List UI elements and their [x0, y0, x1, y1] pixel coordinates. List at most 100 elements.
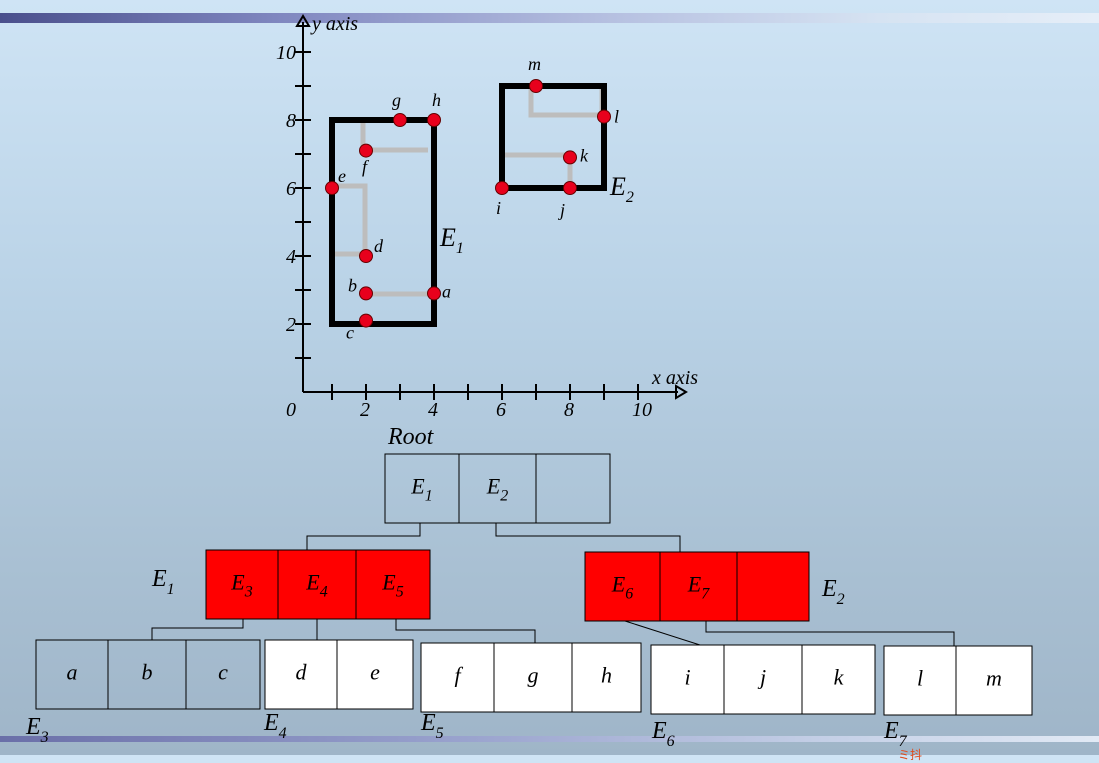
leaf-node-e5: f g h [420, 642, 642, 713]
node-entry: b [142, 660, 153, 685]
point-g [393, 113, 407, 127]
point-j [563, 181, 577, 195]
plot-axes: y axis x axis [295, 13, 698, 400]
node-entry: i [684, 665, 690, 690]
point-m [529, 79, 543, 93]
edge-e7 [705, 621, 955, 646]
tree-edges [151, 523, 955, 646]
x-tick-label: 8 [564, 399, 574, 421]
mbr-rect-E2 [499, 83, 607, 191]
point-c [359, 313, 373, 328]
node-entry: E6 [611, 572, 633, 603]
leaf-node-e6: i j k [650, 644, 876, 715]
y-tick-label: 2 [286, 314, 296, 336]
node-label: E6 [651, 718, 675, 750]
node-entry: E4 [305, 570, 327, 601]
node-entry: c [218, 660, 228, 685]
node-box [650, 644, 876, 715]
node-box [35, 639, 261, 710]
point-label: a [442, 281, 451, 301]
point-l [597, 109, 611, 124]
y-tick-label: 4 [286, 246, 296, 268]
point-label: k [580, 145, 589, 165]
point-d [359, 249, 373, 263]
x-tick-label: 10 [632, 399, 652, 421]
root-node: E1 E2 [384, 453, 611, 524]
node-entry: E7 [687, 572, 710, 603]
node-label: E5 [420, 710, 444, 742]
node-box [584, 551, 810, 622]
point-a [427, 286, 441, 301]
edge-root-e1 [306, 523, 421, 550]
node-entry: e [370, 660, 380, 685]
mbr-label: E1 [439, 223, 464, 257]
bottom-accent-bar [0, 736, 1099, 742]
x-tick-label: 2 [360, 399, 370, 421]
y-axis-arrow [295, 14, 311, 27]
x-tick-label: 4 [428, 399, 438, 421]
x-axis-label: x axis [651, 367, 698, 389]
node-label: E4 [263, 710, 287, 742]
point-k [563, 150, 577, 165]
point-i [495, 181, 509, 195]
node-entry: h [601, 663, 612, 688]
x-tick-label: 6 [496, 399, 506, 421]
node-entry: f [454, 663, 463, 688]
edge-root-e2 [495, 523, 681, 552]
y-tick-label: 10 [276, 42, 296, 64]
point-label: j [558, 200, 565, 220]
point-h [427, 113, 441, 127]
x-tick-label: 0 [286, 399, 296, 421]
point-label: m [528, 54, 541, 74]
node-e2: E6 E7 [584, 551, 810, 622]
mbr-rect-E1 [329, 117, 437, 327]
leaf-node-e3: a b c [35, 639, 261, 710]
node-label: E3 [25, 714, 49, 746]
y-axis-label: y axis [310, 13, 358, 35]
mbr-label: E2 [609, 172, 634, 206]
node-entry: d [296, 660, 308, 685]
node-entry: E1 [410, 474, 432, 505]
point-label: i [496, 198, 501, 218]
node-box [205, 549, 431, 620]
point-b [359, 286, 373, 301]
node-entry: a [67, 660, 78, 685]
node-e1: E3 E4 E5 [205, 549, 431, 620]
node-box [384, 453, 611, 524]
node-box [420, 642, 642, 713]
point-label: d [374, 236, 384, 256]
point-label: e [338, 166, 346, 186]
node-entry: E2 [486, 474, 508, 505]
node-entry: k [834, 665, 845, 690]
y-tick-label: 8 [286, 110, 296, 132]
edge-e3 [151, 619, 244, 640]
node-label: E1 [151, 566, 175, 598]
point-f [359, 143, 373, 158]
point-label: g [392, 90, 401, 110]
root-label: Root [387, 424, 435, 450]
point-label: h [432, 90, 441, 110]
node-box [883, 645, 1033, 716]
edge-e5 [395, 619, 536, 643]
top-accent-bar [0, 13, 1099, 23]
node-entry: m [986, 666, 1002, 691]
node-entry: l [917, 666, 923, 691]
point-label: b [348, 275, 357, 295]
point-label: l [614, 107, 619, 127]
node-entry: E5 [381, 570, 403, 601]
x-axis-arrow [675, 384, 688, 400]
point-e [325, 181, 339, 195]
node-entry: j [757, 665, 766, 690]
edge-e6 [624, 620, 701, 646]
node-entry: g [528, 663, 539, 688]
point-label: c [346, 323, 354, 343]
node-entry: E3 [230, 570, 252, 601]
y-tick-label: 6 [286, 178, 296, 200]
node-label: E2 [821, 576, 845, 608]
point-label: f [362, 157, 370, 177]
node-box [264, 639, 414, 710]
node-label: E7 [883, 718, 908, 750]
